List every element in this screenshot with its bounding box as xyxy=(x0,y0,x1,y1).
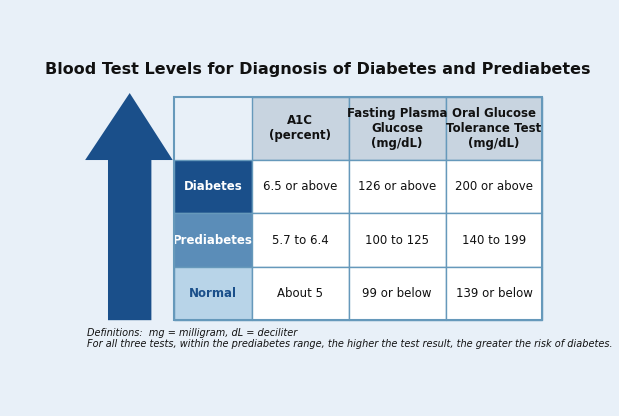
Bar xyxy=(175,160,252,213)
Bar xyxy=(348,97,446,160)
Text: Normal: Normal xyxy=(189,287,237,300)
Bar xyxy=(348,160,446,213)
Bar xyxy=(252,213,348,267)
Bar xyxy=(175,213,252,267)
Text: 100 to 125: 100 to 125 xyxy=(365,234,429,247)
Bar xyxy=(348,213,446,267)
Bar xyxy=(446,267,542,320)
Text: Definitions:  mg = milligram, dL = deciliter: Definitions: mg = milligram, dL = decili… xyxy=(87,328,297,338)
Bar xyxy=(252,160,348,213)
Text: Blood Test Levels for Diagnosis of Diabetes and Prediabetes: Blood Test Levels for Diagnosis of Diabe… xyxy=(45,62,591,77)
Text: For all three tests, within the prediabetes range, the higher the test result, t: For all three tests, within the prediabe… xyxy=(87,339,612,349)
Bar xyxy=(252,267,348,320)
Bar xyxy=(175,267,252,320)
Text: Fasting Plasma
Glucose
(mg/dL): Fasting Plasma Glucose (mg/dL) xyxy=(347,107,448,150)
Text: Prediabetes: Prediabetes xyxy=(173,234,253,247)
Bar xyxy=(175,97,542,320)
Polygon shape xyxy=(85,93,173,320)
Text: 126 or above: 126 or above xyxy=(358,180,436,193)
Text: 99 or below: 99 or below xyxy=(362,287,432,300)
Text: 200 or above: 200 or above xyxy=(455,180,533,193)
Text: Oral Glucose
Tolerance Test
(mg/dL): Oral Glucose Tolerance Test (mg/dL) xyxy=(446,107,542,150)
Text: Diabetes: Diabetes xyxy=(184,180,243,193)
Text: 6.5 or above: 6.5 or above xyxy=(263,180,337,193)
Bar xyxy=(446,160,542,213)
Bar xyxy=(348,267,446,320)
Text: 5.7 to 6.4: 5.7 to 6.4 xyxy=(272,234,329,247)
Text: A1C
(percent): A1C (percent) xyxy=(269,114,331,142)
Text: 140 to 199: 140 to 199 xyxy=(462,234,526,247)
Bar xyxy=(446,97,542,160)
Text: 139 or below: 139 or below xyxy=(456,287,532,300)
Text: About 5: About 5 xyxy=(277,287,323,300)
Bar xyxy=(252,97,348,160)
Bar xyxy=(446,213,542,267)
